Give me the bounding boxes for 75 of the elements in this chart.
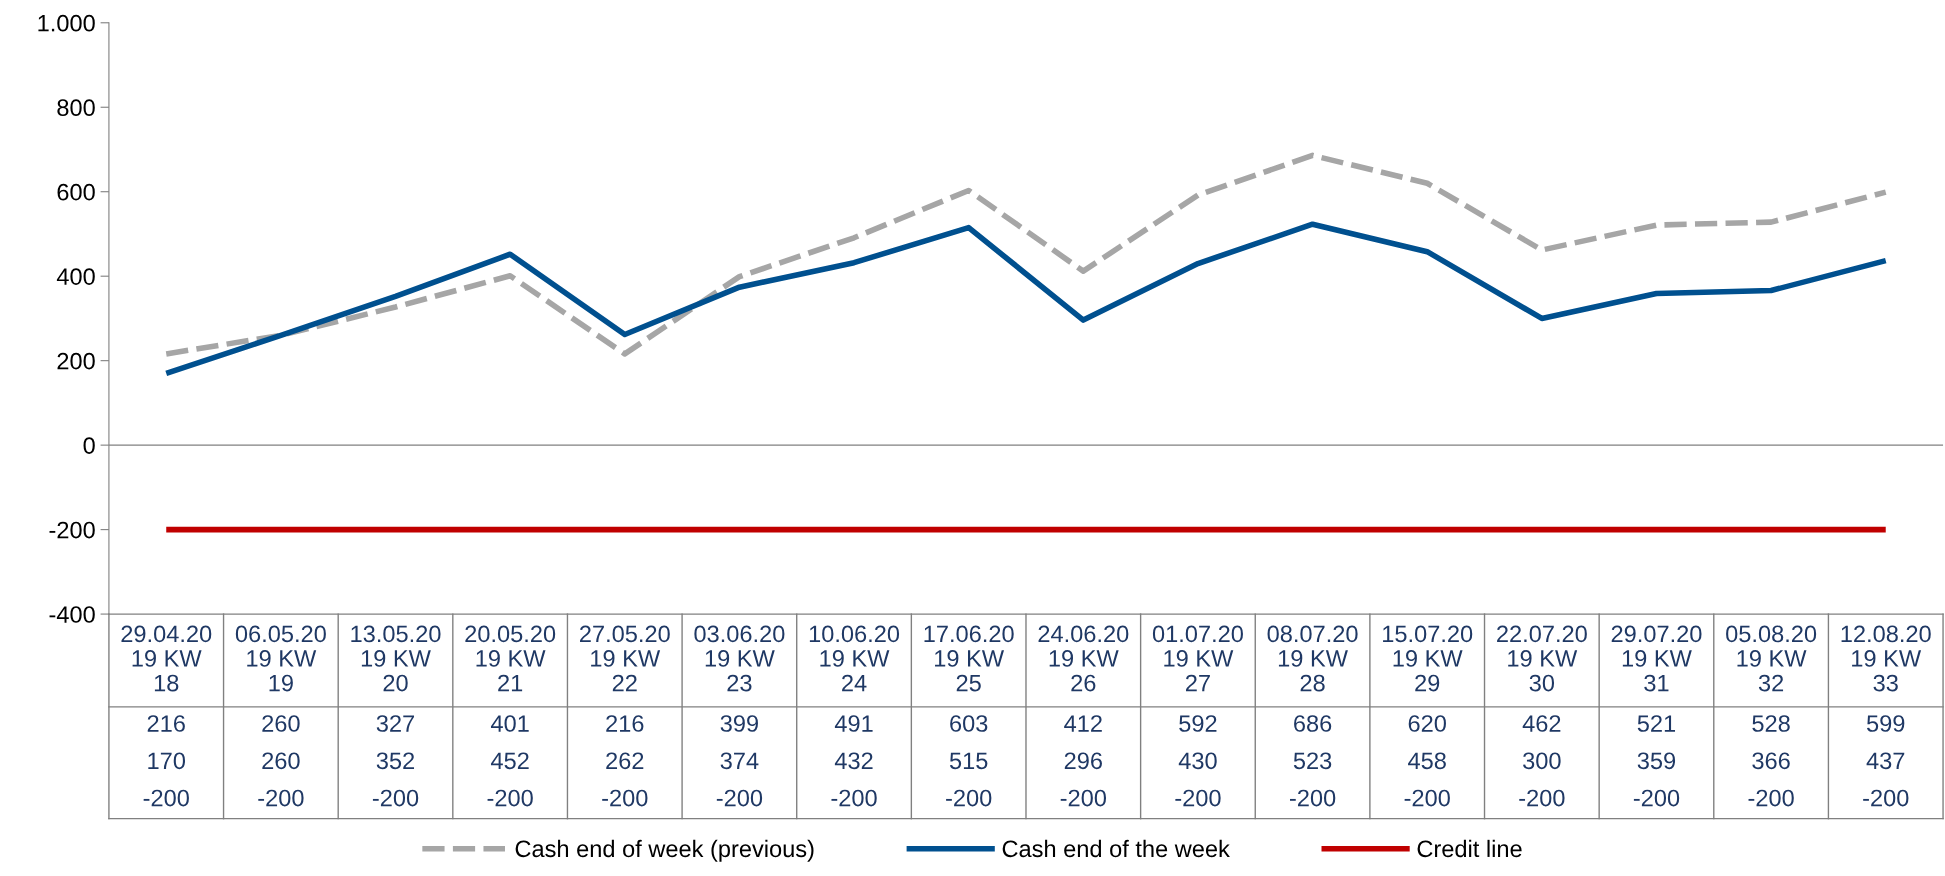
data-label: -200 xyxy=(1863,789,1909,807)
x-tick-label: 05.08.20 19 KW 32 xyxy=(1726,625,1817,692)
data-label: -200 xyxy=(1404,789,1450,807)
data-label: 366 xyxy=(1752,752,1790,770)
data-label: 432 xyxy=(834,752,873,770)
data-label: 458 xyxy=(1408,752,1446,770)
data-label: 262 xyxy=(606,752,644,770)
y-tick-label: 600 xyxy=(57,183,95,201)
data-label: -200 xyxy=(487,789,533,807)
x-tick-label: 27.05.20 19 KW 22 xyxy=(580,625,670,692)
data-label: -200 xyxy=(1519,789,1565,807)
data-label: 327 xyxy=(376,715,415,732)
data-label: 401 xyxy=(490,715,529,732)
x-tick-label: 01.07.20 19 KW 27 xyxy=(1152,625,1243,692)
y-tick-label: 800 xyxy=(57,99,95,117)
y-tick-label: -200 xyxy=(49,521,95,539)
data-label: -200 xyxy=(831,789,877,807)
data-label: -200 xyxy=(716,789,763,807)
data-label: 412 xyxy=(1064,715,1102,732)
legend-label: Cash end of week (previous) xyxy=(515,839,814,862)
data-label: -200 xyxy=(1633,789,1680,807)
y-tick-label: 0 xyxy=(83,437,95,454)
data-label: -200 xyxy=(946,789,992,807)
y-tick-label: 1.000 xyxy=(38,14,95,32)
data-label: 430 xyxy=(1178,752,1217,770)
data-label: 399 xyxy=(720,715,758,732)
data-label: -200 xyxy=(1060,789,1107,807)
x-tick-label: 13.05.20 19 KW 20 xyxy=(351,625,441,692)
data-label: 300 xyxy=(1523,752,1561,770)
data-label: 528 xyxy=(1752,715,1790,732)
data-label: 462 xyxy=(1522,715,1561,732)
legend-label: Credit line xyxy=(1417,839,1522,858)
x-tick-label: 29.04.20 19 KW 18 xyxy=(121,625,212,692)
x-tick-label: 29.07.20 19 KW 31 xyxy=(1611,625,1702,692)
x-tick-label: 08.07.20 19 KW 28 xyxy=(1267,625,1358,692)
data-label: 452 xyxy=(490,752,529,770)
data-label: 374 xyxy=(720,752,759,770)
data-label: 359 xyxy=(1637,752,1676,770)
x-tick-label: 12.08.20 19 KW 33 xyxy=(1841,625,1931,692)
x-tick-label: 06.05.20 19 KW 19 xyxy=(235,625,326,692)
data-label: -200 xyxy=(258,789,304,807)
data-label: 491 xyxy=(834,715,873,732)
data-label: 437 xyxy=(1866,752,1905,770)
data-label: 599 xyxy=(1866,715,1905,732)
data-label: 686 xyxy=(1294,715,1332,732)
data-label: 352 xyxy=(376,752,415,770)
y-tick-label: 400 xyxy=(56,268,95,285)
data-label: 620 xyxy=(1408,715,1446,732)
x-tick-label: 15.07.20 19 KW 29 xyxy=(1383,625,1473,692)
data-label: 603 xyxy=(950,715,988,732)
data-label: 260 xyxy=(262,752,300,770)
data-label: -200 xyxy=(1289,789,1336,807)
data-label: 216 xyxy=(147,715,185,732)
data-label: 260 xyxy=(262,715,300,732)
x-tick-label: 03.06.20 19 KW 23 xyxy=(694,625,785,692)
data-label: 521 xyxy=(1637,715,1676,732)
data-label: 170 xyxy=(148,752,186,770)
data-label: -200 xyxy=(143,789,189,807)
data-label: 296 xyxy=(1064,752,1102,770)
data-label: -200 xyxy=(1748,789,1794,807)
x-tick-label: 10.06.20 19 KW 24 xyxy=(809,625,900,692)
data-label: 216 xyxy=(606,715,644,732)
data-label: 592 xyxy=(1179,715,1217,732)
y-tick-label: 200 xyxy=(57,352,95,370)
y-tick-label: -400 xyxy=(49,606,95,623)
data-label: -200 xyxy=(602,789,648,807)
data-label: 515 xyxy=(949,752,988,770)
data-label: 523 xyxy=(1293,752,1332,770)
legend-label: Cash end of the week xyxy=(1002,839,1230,858)
data-label: -200 xyxy=(1175,789,1221,807)
x-tick-label: 24.06.20 19 KW 26 xyxy=(1038,625,1129,692)
data-label: -200 xyxy=(372,789,419,807)
x-tick-label: 22.07.20 19 KW 30 xyxy=(1497,625,1587,692)
x-tick-label: 20.05.20 19 KW 21 xyxy=(465,625,556,692)
x-tick-label: 17.06.20 19 KW 25 xyxy=(924,625,1014,692)
